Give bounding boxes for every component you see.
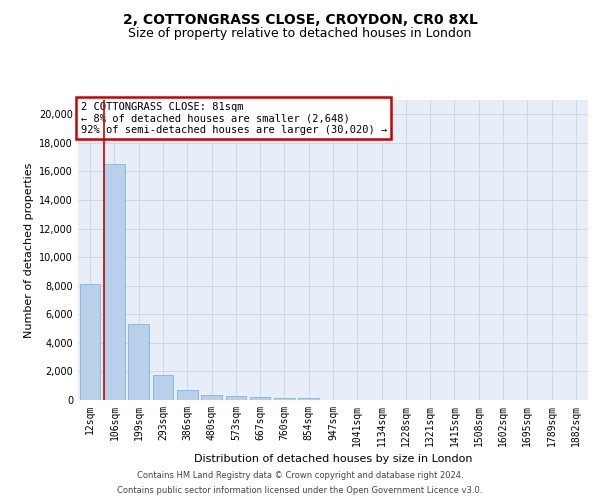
Bar — [250, 397, 271, 400]
Text: Size of property relative to detached houses in London: Size of property relative to detached ho… — [128, 28, 472, 40]
X-axis label: Distribution of detached houses by size in London: Distribution of detached houses by size … — [194, 454, 472, 464]
Text: 2 COTTONGRASS CLOSE: 81sqm
← 8% of detached houses are smaller (2,648)
92% of se: 2 COTTONGRASS CLOSE: 81sqm ← 8% of detac… — [80, 102, 387, 134]
Text: Contains public sector information licensed under the Open Government Licence v3: Contains public sector information licen… — [118, 486, 482, 495]
Text: Contains HM Land Registry data © Crown copyright and database right 2024.: Contains HM Land Registry data © Crown c… — [137, 471, 463, 480]
Bar — [298, 398, 319, 400]
Y-axis label: Number of detached properties: Number of detached properties — [24, 162, 34, 338]
Bar — [80, 284, 100, 400]
Bar — [152, 375, 173, 400]
Bar — [226, 396, 246, 400]
Bar — [201, 395, 222, 400]
Bar — [104, 164, 125, 400]
Bar — [128, 324, 149, 400]
Text: 2, COTTONGRASS CLOSE, CROYDON, CR0 8XL: 2, COTTONGRASS CLOSE, CROYDON, CR0 8XL — [122, 12, 478, 26]
Bar — [274, 398, 295, 400]
Bar — [177, 390, 197, 400]
